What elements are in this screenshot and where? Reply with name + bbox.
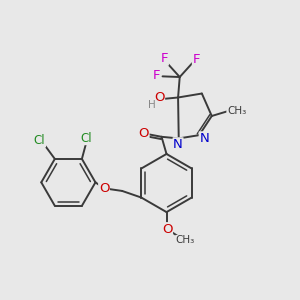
Text: H: H	[148, 100, 155, 110]
Text: O: O	[139, 127, 149, 140]
Text: O: O	[99, 182, 109, 195]
Text: CH₃: CH₃	[227, 106, 246, 116]
Text: F: F	[153, 69, 160, 82]
Text: Cl: Cl	[81, 132, 92, 145]
Text: O: O	[154, 91, 164, 104]
Text: Cl: Cl	[34, 134, 45, 147]
Text: N: N	[173, 138, 183, 151]
Text: F: F	[161, 52, 168, 65]
Text: F: F	[193, 53, 200, 66]
Text: CH₃: CH₃	[176, 236, 195, 245]
Text: N: N	[199, 132, 209, 145]
Text: O: O	[162, 223, 172, 236]
